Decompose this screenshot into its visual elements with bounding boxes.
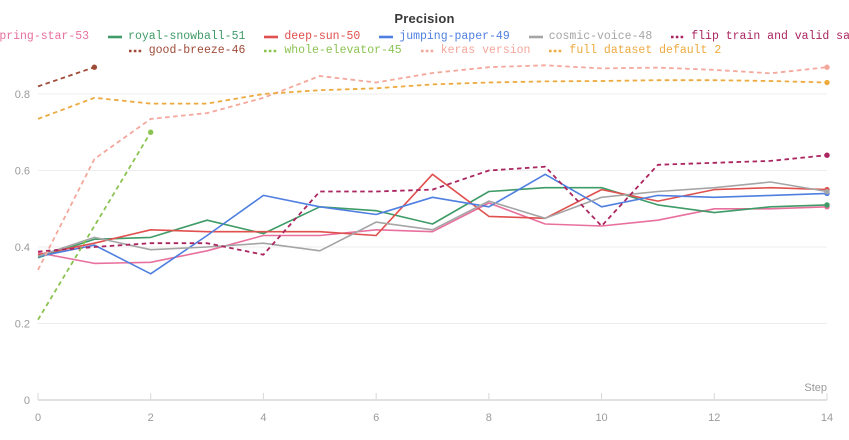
series-endpoint-full-dataset-default-2: [824, 79, 830, 86]
x-tick-label: 6: [373, 412, 379, 424]
series-line-good-breeze-46: [37, 66, 95, 88]
series-line-spring-star-53: [37, 202, 828, 265]
x-tick-label: 2: [148, 412, 154, 424]
legend-label: good-breeze-46: [148, 44, 246, 57]
legend-item-flip-train-and-valid-sample[interactable]: flip train and valid sample: [671, 30, 849, 44]
series-line-flip-train-and-valid-sample: [37, 154, 828, 256]
legend-label: flip train and valid sample: [691, 30, 849, 43]
dashed-line-swatch-icon: [128, 49, 143, 53]
dashed-line-swatch-icon: [420, 49, 435, 53]
legend-item-royal-snowball-51[interactable]: royal-snowball-51: [108, 30, 245, 44]
x-tick-label: 8: [486, 412, 492, 424]
dashed-line-swatch-icon: [671, 35, 686, 39]
legend-label: cosmic-voice-48: [548, 30, 653, 43]
solid-line-swatch-icon: [379, 35, 394, 39]
legend-item-keras-version[interactable]: keras version: [420, 44, 531, 58]
legend-item-full-dataset-default-2[interactable]: full dataset default 2: [549, 44, 721, 58]
x-tick-label: 4: [260, 412, 266, 424]
legend-row-1: spring-star-53 royal-snowball-51 deep-sun-…: [0, 30, 849, 44]
legend-label: full dataset default 2: [569, 44, 722, 57]
chart-title: Precision: [394, 11, 455, 26]
series-line-cosmic-voice-48: [37, 181, 828, 257]
legend-label: keras version: [440, 44, 531, 57]
y-tick-label: 0.6: [15, 166, 30, 178]
legend-item-good-breeze-46[interactable]: good-breeze-46: [128, 44, 246, 58]
x-tick-label: 10: [595, 412, 607, 424]
y-tick-label: 0: [24, 395, 30, 407]
legend-label: royal-snowball-51: [128, 30, 246, 43]
chart-legend: spring-star-53 royal-snowball-51 deep-sun-…: [0, 30, 849, 58]
y-tick-label: 0.2: [15, 319, 30, 331]
solid-line-swatch-icon: [264, 35, 279, 39]
legend-label: whole-elevator-45: [284, 44, 402, 57]
legend-item-cosmic-voice-48[interactable]: cosmic-voice-48: [528, 30, 653, 44]
x-tick-label: 12: [708, 412, 720, 424]
series-endpoint-whole-elevator-45: [148, 129, 154, 135]
y-tick-label: 0.4: [15, 242, 30, 254]
legend-label: jumping-paper-49: [399, 30, 510, 43]
y-tick-label: 0.8: [15, 89, 30, 101]
legend-item-spring-star-53[interactable]: spring-star-53: [0, 30, 89, 44]
series-line-keras-version: [37, 64, 828, 271]
series-endpoint-flip-train-and-valid-sample: [824, 152, 830, 158]
series-line-whole-elevator-45: [37, 131, 152, 321]
x-axis-label: Step: [804, 382, 827, 394]
series-line-jumping-paper-49: [37, 173, 828, 275]
solid-line-swatch-icon: [108, 35, 123, 39]
legend-item-jumping-paper-49[interactable]: jumping-paper-49: [379, 30, 510, 44]
legend-label: deep-sun-50: [284, 30, 361, 43]
dashed-line-swatch-icon: [264, 49, 279, 53]
solid-line-swatch-icon: [528, 35, 543, 39]
dashed-line-swatch-icon: [549, 49, 564, 53]
series-line-royal-snowball-51: [37, 186, 828, 259]
series-line-full-dataset-default-2: [37, 79, 828, 120]
series-endpoint-good-breeze-46: [91, 64, 98, 70]
legend-row-2: good-breeze-46 whole-elevator-45 keras ver…: [15, 44, 835, 58]
series-line-deep-sun-50: [37, 173, 828, 256]
series-endpoint-keras-version: [824, 64, 830, 70]
legend-label: spring-star-53: [0, 30, 90, 43]
legend-item-deep-sun-50[interactable]: deep-sun-50: [264, 30, 360, 44]
series-endpoint-royal-snowball-51: [824, 202, 830, 208]
legend-item-whole-elevator-45[interactable]: whole-elevator-45: [264, 44, 402, 58]
x-tick-label: 0: [35, 412, 41, 424]
series-endpoint-cosmic-voice-48: [824, 188, 830, 195]
x-tick-label: 14: [821, 412, 833, 424]
